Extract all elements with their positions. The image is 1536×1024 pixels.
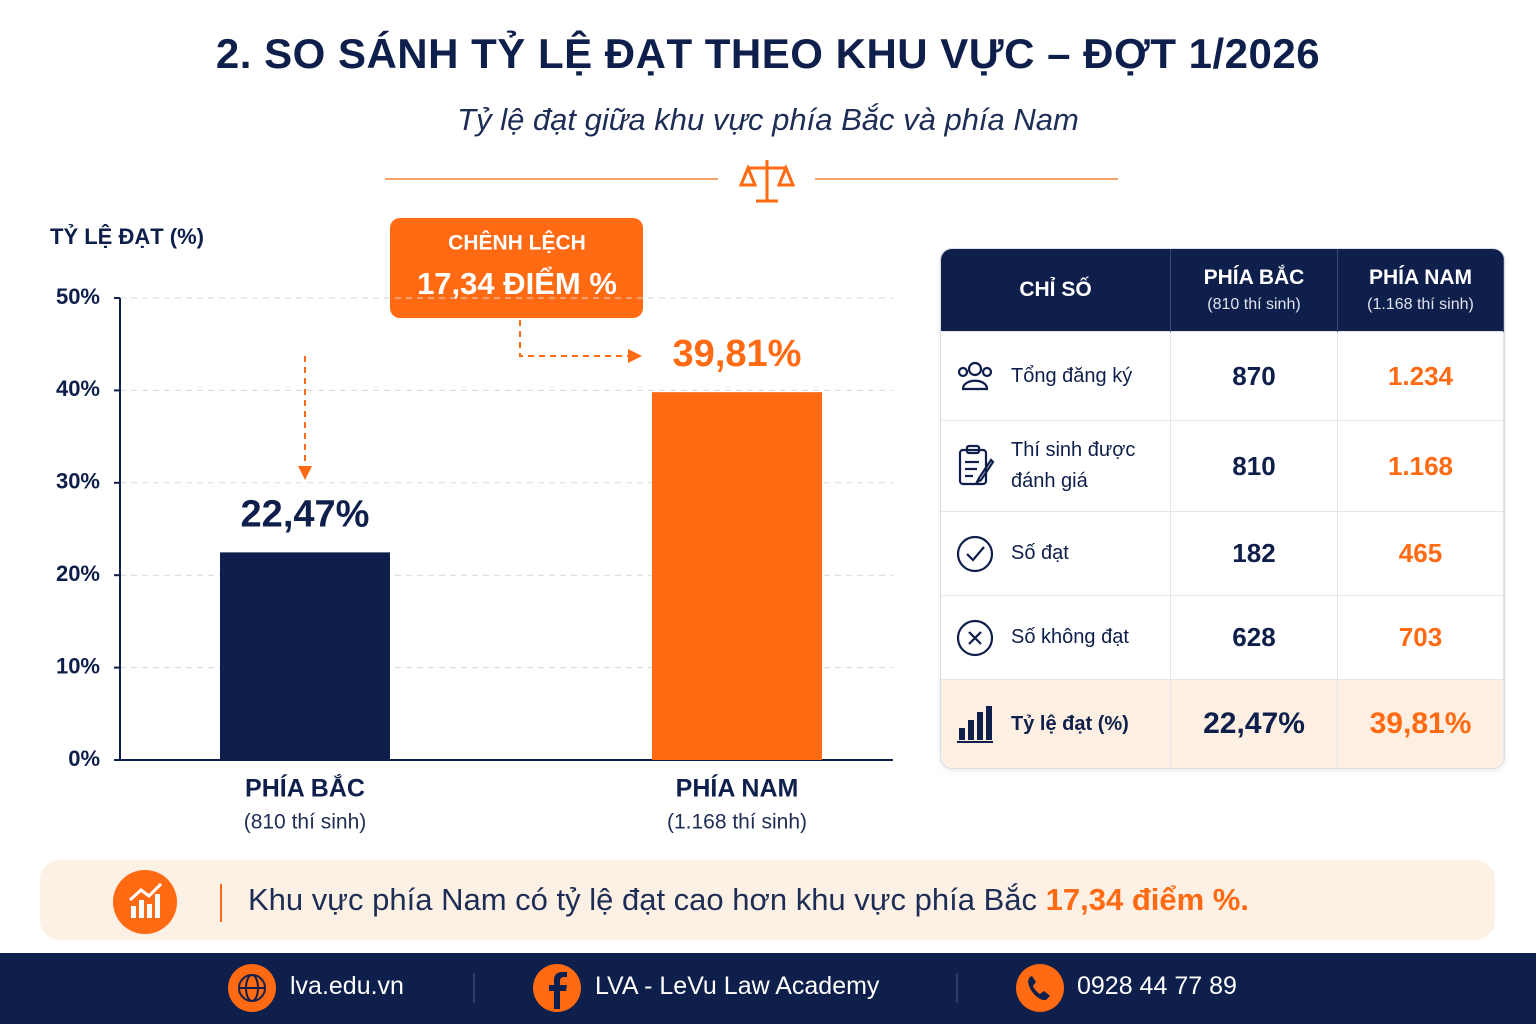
annotation-arrows: [304, 320, 628, 466]
row-label: Số đạt: [941, 511, 1171, 596]
cell: 870: [1170, 331, 1338, 421]
cell: 465: [1337, 511, 1504, 596]
table-header-cell: CHỈ SỐ: [941, 249, 1171, 332]
table-row: Thí sinh được đánh giá 810 1.168: [941, 420, 1504, 512]
label-text: Thí sinh được đánh giá: [1011, 439, 1136, 492]
table-row-highlight: Tỷ lệ đạt (%) 22,47% 39,81%: [941, 679, 1504, 768]
row-label: Số không đạt: [941, 595, 1171, 680]
bars-icon: [957, 706, 993, 743]
cell: 182: [1170, 511, 1338, 596]
check-icon: [956, 535, 994, 572]
cell: 810: [1170, 420, 1338, 512]
y-tick-label: 10%: [56, 653, 100, 678]
title: 2. SO SÁNH TỶ LỆ ĐẠT THEO KHU VỰC – ĐỢT …: [215, 30, 1321, 77]
table-header-cell: PHÍA BẮC (810 thí sinh): [1170, 249, 1338, 332]
annotation-text: 17,34 ĐIỂM %: [417, 266, 617, 301]
x-tick-label: PHÍA NAM: [676, 774, 799, 803]
table-row: Số không đạt 628 703: [941, 595, 1504, 680]
cell: 628: [1170, 595, 1338, 680]
cell: 39,81%: [1337, 679, 1504, 768]
table: CHỈ SỐ PHÍA BẮC (810 thí sinh) PHÍA NAM (1…: [940, 248, 1505, 769]
x-tick-note: (1.168 thí sinh): [667, 811, 807, 834]
cell: 703: [1337, 595, 1504, 680]
header-note: (810 thí sinh): [1207, 296, 1301, 313]
chart: TỶ LỆ ĐẠT (%) CHÊNH LỆCH 17,34 ĐIỂM % 0%…: [50, 160, 1118, 834]
table-grid: CHỈ SỐ PHÍA BẮC (810 thí sinh) PHÍA NAM (1…: [941, 249, 1504, 768]
annotation-box: [390, 218, 643, 318]
users-icon: [957, 361, 993, 391]
table-row: Số đạt 182 465: [941, 511, 1504, 596]
label-text: Số đạt: [1011, 542, 1069, 564]
callout-text: Khu vực phía Nam có tỷ lệ đạt cao hơn kh…: [248, 882, 1249, 918]
callout-highlight: 17,34 điểm %.: [1045, 882, 1249, 917]
cell: 1.234: [1337, 331, 1504, 421]
value-label: 22,47%: [241, 493, 370, 535]
footer-phone: 0928 44 77 89: [1077, 972, 1237, 1000]
cell: 1.168: [1337, 420, 1504, 512]
table-row: Tổng đăng ký 870 1.234: [941, 331, 1504, 421]
y-tick-label: 40%: [56, 376, 100, 401]
annotation-title: CHÊNH LỆCH: [448, 231, 586, 255]
arrow-heads: [298, 349, 642, 480]
row-label: Tỷ lệ đạt (%): [941, 679, 1171, 768]
header-text: PHÍA BẮC: [1203, 266, 1305, 289]
cross-icon: [956, 619, 994, 656]
y-tick-label: 50%: [56, 284, 100, 309]
cell: 22,47%: [1170, 679, 1338, 768]
callout: [40, 860, 1495, 940]
table-header-cell: PHÍA NAM (1.168 thí sinh): [1337, 249, 1504, 332]
footer-facebook: LVA - LeVu Law Academy: [595, 972, 880, 1000]
scale-icon: [738, 160, 796, 203]
y-tick-label: 20%: [56, 561, 100, 586]
y-tick-label: 0%: [68, 746, 100, 771]
bar: [220, 552, 390, 760]
label-text: Tỷ lệ đạt (%): [1011, 712, 1129, 735]
label-text: Tổng đăng ký: [1011, 364, 1133, 387]
footer-web: lva.edu.vn: [290, 972, 404, 1000]
footer-icons: [228, 964, 1064, 1012]
bar: [652, 392, 822, 760]
row-label: Thí sinh được đánh giá: [941, 420, 1171, 512]
y-axis-label: TỶ LỆ ĐẠT (%): [50, 224, 204, 249]
callout-main: Khu vực phía Nam có tỷ lệ đạt cao hơn kh…: [248, 882, 1038, 917]
row-label: Tổng đăng ký: [941, 331, 1171, 421]
x-tick-label: PHÍA BẮC: [245, 773, 365, 803]
header-note: (1.168 thí sinh): [1367, 296, 1474, 313]
table-header: CHỈ SỐ PHÍA BẮC (810 thí sinh) PHÍA NAM (1…: [941, 249, 1504, 332]
callout-icon: [113, 870, 222, 934]
y-tick-label: 30%: [56, 469, 100, 494]
x-tick-note: (810 thí sinh): [244, 811, 367, 834]
clipboard-icon: [958, 444, 995, 486]
value-label: 39,81%: [673, 333, 802, 375]
label-text: Số không đạt: [1011, 626, 1129, 648]
subtitle: Tỷ lệ đạt giữa khu vực phía Bắc và phía …: [457, 102, 1079, 137]
header-text: PHÍA NAM: [1368, 266, 1473, 289]
